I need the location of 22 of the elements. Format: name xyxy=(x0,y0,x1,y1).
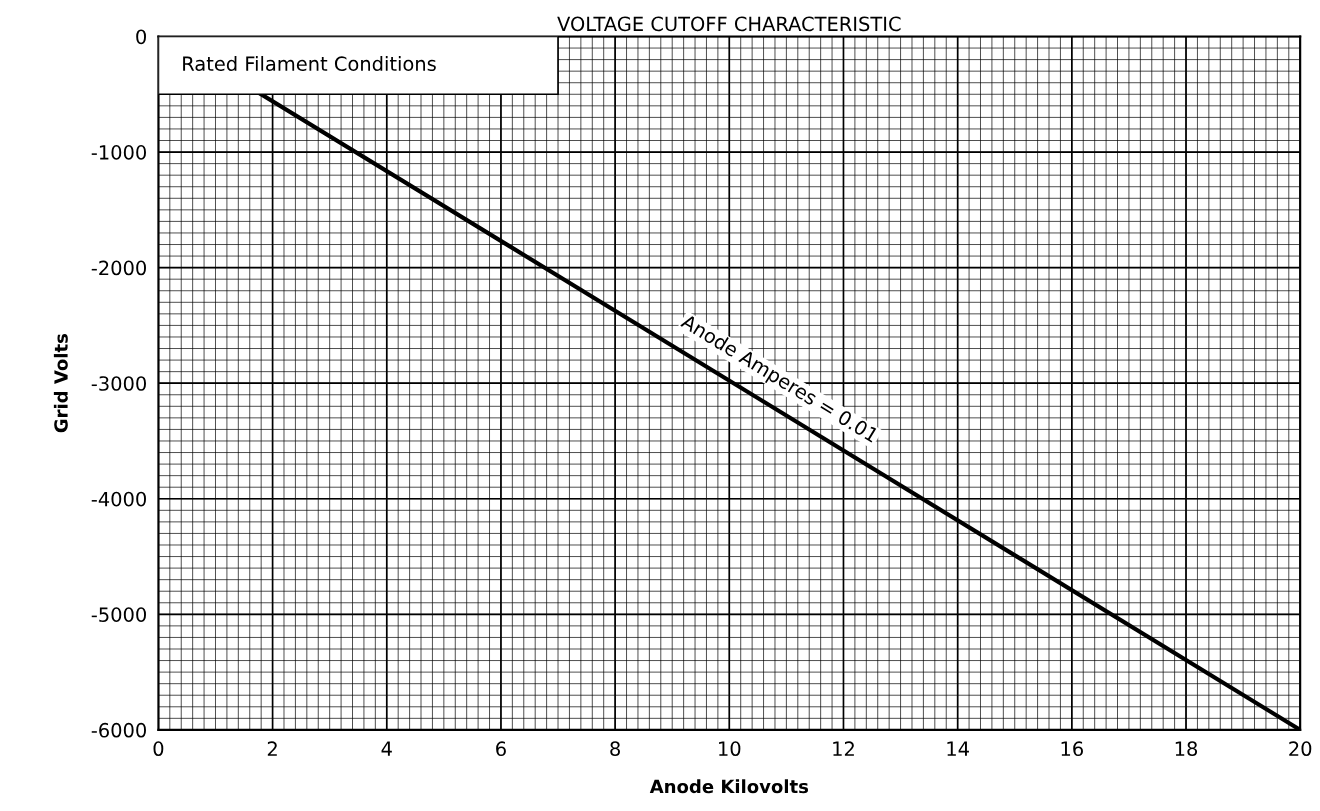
y-tick-label: -3000 xyxy=(91,376,146,391)
x-tick-label: 10 xyxy=(719,741,741,757)
chart-title: VOLTAGE CUTOFF CHARACTERISTIC xyxy=(557,16,901,32)
x-tick-label: 8 xyxy=(610,741,620,757)
y-tick-label: -6000 xyxy=(91,722,146,738)
y-tick-label: -5000 xyxy=(91,607,146,622)
x-tick-label: 6 xyxy=(496,741,506,757)
y-tick-label: -4000 xyxy=(91,491,146,507)
y-tick-label: 0 xyxy=(136,29,146,45)
y-tick-label: -2000 xyxy=(91,260,146,276)
x-axis-title: Anode Kilovolts xyxy=(649,779,809,794)
x-tick-label: 16 xyxy=(1061,741,1083,757)
x-tick-label: 0 xyxy=(153,741,164,757)
y-axis-title: Grid Volts xyxy=(53,334,68,433)
y-tick-label: -1000 xyxy=(91,145,146,160)
x-tick-label: 12 xyxy=(833,741,854,756)
x-tick-label: 18 xyxy=(1175,741,1198,757)
x-tick-label: 4 xyxy=(381,741,392,756)
annotation: Rated Filament Conditions xyxy=(183,55,436,72)
x-tick-label: 2 xyxy=(267,741,277,756)
x-tick-label: 14 xyxy=(947,741,969,756)
x-tick-label: 20 xyxy=(1289,741,1312,757)
